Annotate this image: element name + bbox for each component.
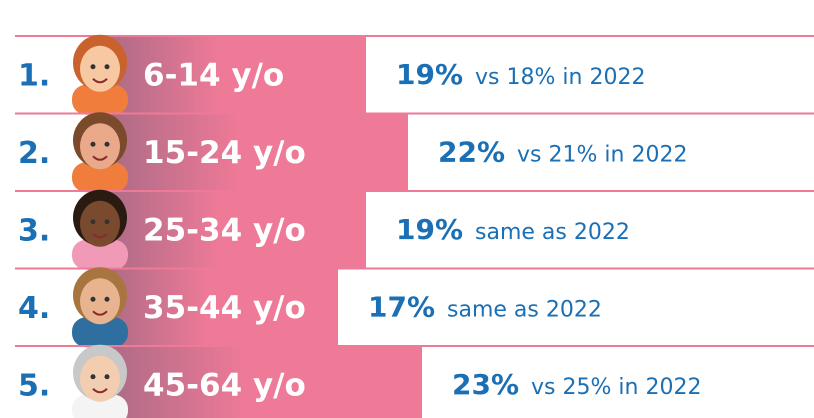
age-label: 45-64 y/o <box>143 367 306 403</box>
rank: 5. <box>18 368 50 403</box>
note: vs 21% in 2022 <box>517 142 687 167</box>
infographic: 1. 6-14 y/o 19% vs 18% in 2022 2. 15-24 y/o 22… <box>0 0 814 418</box>
avatar-face <box>80 356 120 402</box>
avatar-eye <box>91 374 96 379</box>
age-label: 6-14 y/o <box>143 57 284 93</box>
rank: 2. <box>18 136 50 171</box>
avatar-eye <box>91 297 96 302</box>
avatar <box>72 190 128 270</box>
value-label: 17% <box>368 290 435 323</box>
avatar-face <box>80 201 120 247</box>
avatar-eye <box>105 219 110 224</box>
rank: 4. <box>18 291 50 326</box>
avatar-eye <box>105 142 110 147</box>
avatar-face <box>80 278 120 324</box>
avatar <box>72 35 128 115</box>
avatar-eye <box>105 64 110 69</box>
rank: 1. <box>18 58 50 93</box>
age-label: 15-24 y/o <box>143 135 306 171</box>
avatar <box>72 112 128 192</box>
note: vs 25% in 2022 <box>531 375 701 400</box>
avatar-face <box>80 123 120 169</box>
avatar-eye <box>105 374 110 379</box>
avatar <box>72 345 128 418</box>
value-label: 23% <box>452 368 519 401</box>
avatar-eye <box>105 297 110 302</box>
value-label: 22% <box>438 135 505 168</box>
avatar-eye <box>91 142 96 147</box>
avatar-eye <box>91 64 96 69</box>
age-label: 25-34 y/o <box>143 212 306 248</box>
rank: 3. <box>18 213 50 248</box>
avatar-face <box>80 46 120 92</box>
age-label: 35-44 y/o <box>143 290 306 326</box>
avatar <box>72 267 128 347</box>
note: vs 18% in 2022 <box>475 65 645 90</box>
value-label: 19% <box>396 213 463 246</box>
note: same as 2022 <box>447 297 602 322</box>
value-label: 19% <box>396 58 463 91</box>
note: same as 2022 <box>475 220 630 245</box>
avatar-eye <box>91 219 96 224</box>
